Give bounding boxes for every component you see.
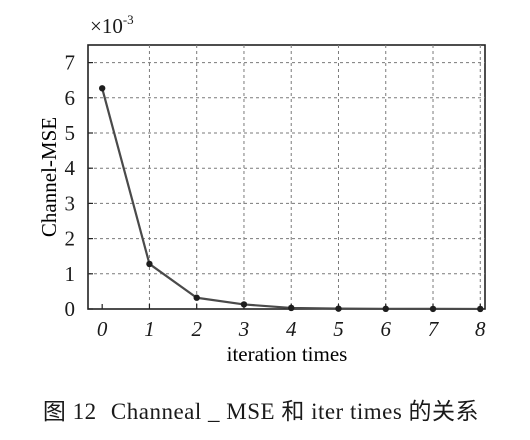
caption-text: Channeal _ MSE 和 iter times 的关系 xyxy=(110,399,480,424)
y-tick-label: 6 xyxy=(65,86,76,110)
y-tick-label: 3 xyxy=(65,191,76,215)
figure-label: 图 12 xyxy=(42,399,97,424)
x-tick-label: 5 xyxy=(333,317,344,341)
y-tick-label: 1 xyxy=(65,262,76,286)
line-chart: 0 1 2 3 4 5 6 7 8 0 1 2 3 4 5 6 7 ×10-3 iteration times… xyxy=(37,12,486,366)
y-tick-label: 0 xyxy=(65,297,76,321)
x-tick-label: 1 xyxy=(144,317,155,341)
data-point xyxy=(193,294,200,301)
data-point xyxy=(98,85,106,92)
grid-lines xyxy=(88,45,485,309)
y-tick-label: 2 xyxy=(65,227,76,251)
y-tick-labels: 0 1 2 3 4 5 6 7 xyxy=(65,51,76,321)
x-tick-labels: 0 1 2 3 4 5 6 7 8 xyxy=(97,317,486,341)
x-tick-label: 7 xyxy=(428,317,440,341)
figure-caption: 图 12 Channeal _ MSE 和 iter times 的关系 xyxy=(0,392,530,426)
x-axis-label: iteration times xyxy=(227,342,348,366)
data-point xyxy=(240,301,248,308)
x-tick-label: 0 xyxy=(97,317,108,341)
x-tick-label: 2 xyxy=(191,317,202,341)
y-tick-label: 7 xyxy=(65,51,76,75)
data-point xyxy=(146,260,153,268)
y-exponent-label: ×10-3 xyxy=(90,12,134,38)
y-axis-label: Channel-MSE xyxy=(37,117,61,237)
data-point xyxy=(477,305,484,313)
y-tick-label: 5 xyxy=(65,121,76,145)
x-tick-label: 3 xyxy=(238,317,250,341)
x-tick-label: 6 xyxy=(381,317,392,341)
data-point xyxy=(288,304,295,312)
data-point xyxy=(382,305,389,313)
y-tick-label: 4 xyxy=(65,156,76,180)
x-tick-label: 8 xyxy=(475,317,486,341)
plot-frame xyxy=(87,44,486,310)
series-group xyxy=(98,85,484,313)
data-point xyxy=(335,305,342,312)
axis-ticks xyxy=(88,61,481,310)
data-point xyxy=(429,305,437,313)
x-tick-label: 4 xyxy=(286,317,297,341)
